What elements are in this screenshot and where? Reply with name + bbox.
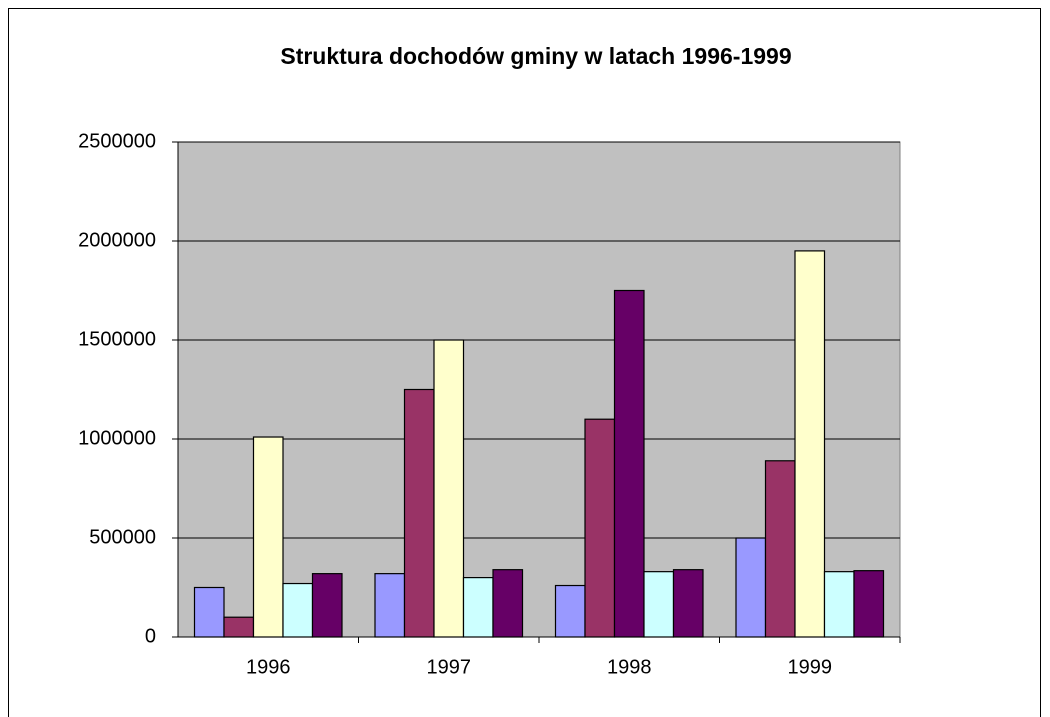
bar (433, 339, 465, 638)
bar (643, 571, 675, 638)
x-tick-label: 1999 (788, 656, 833, 678)
y-tick-label: 1000000 (78, 427, 156, 449)
chart-title: Struktura dochodów gminy w latach 1996-1… (280, 43, 791, 69)
y-tick-label: 1500000 (78, 328, 156, 350)
y-tick-label: 2000000 (78, 229, 156, 251)
y-tick-label: 2500000 (78, 130, 156, 152)
bar (492, 569, 524, 638)
bar (554, 584, 586, 638)
bar (823, 571, 855, 638)
bar (794, 250, 826, 638)
x-tick-label: 1996 (246, 656, 291, 678)
x-tick-label: 1998 (607, 656, 652, 678)
x-tick-label: 1997 (427, 656, 472, 678)
bar (735, 537, 767, 638)
bar (374, 573, 406, 638)
bar (764, 460, 796, 638)
bar (252, 436, 284, 638)
bar (853, 570, 885, 638)
bar (223, 616, 255, 638)
bar (282, 582, 314, 638)
bar (584, 418, 616, 638)
bar (672, 569, 704, 638)
y-tick-label: 0 (145, 625, 156, 647)
bar (311, 573, 343, 638)
bar (462, 576, 494, 638)
y-tick-label: 500000 (89, 526, 156, 548)
bar (403, 388, 435, 638)
bar (193, 586, 225, 638)
bar (613, 289, 645, 638)
